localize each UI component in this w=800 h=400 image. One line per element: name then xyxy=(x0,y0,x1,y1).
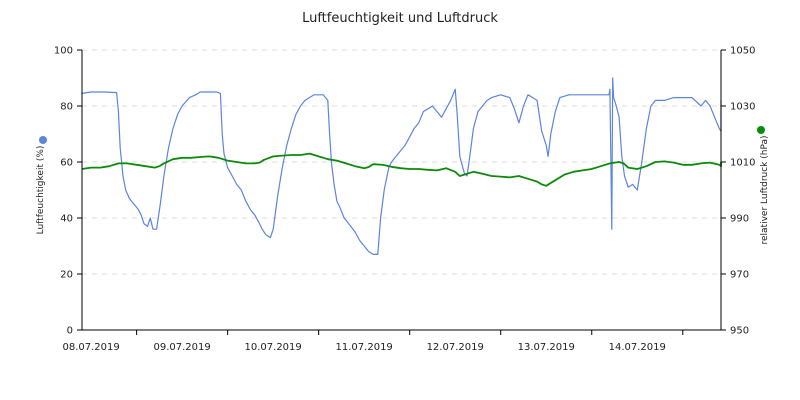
tick-labels: 0 20 40 60 80 100 950 970 990 1010 1030 1050 08.07.2… xyxy=(54,46,756,354)
y-right-tick-label: 1030 xyxy=(730,102,755,113)
y-axis-left-label: Luftfeuchtigkeit (%) xyxy=(36,146,46,235)
pressure-series-line[interactable] xyxy=(81,152,722,187)
x-tick-label: 13.07.2019 xyxy=(518,342,575,353)
x-tick-label: 11.07.2019 xyxy=(336,342,393,353)
axes xyxy=(77,49,726,335)
x-tick-label: 09.07.2019 xyxy=(153,342,210,353)
y-left-tick-label: 80 xyxy=(60,102,73,113)
data-series xyxy=(81,77,722,255)
chart-title: Luftfeuchtigkeit und Luftdruck xyxy=(302,11,498,26)
y-right-tick-label: 1050 xyxy=(730,46,755,57)
y-right-tick-label: 950 xyxy=(730,326,749,337)
pressure-legend-dot[interactable] xyxy=(757,126,765,134)
y-left-tick-label: 60 xyxy=(60,158,73,169)
gridlines xyxy=(82,49,721,275)
x-tick-label: 10.07.2019 xyxy=(245,342,302,353)
y-left-tick-label: 40 xyxy=(60,214,73,225)
y-right-tick-label: 1010 xyxy=(730,158,755,169)
y-left-tick-label: 20 xyxy=(60,270,73,281)
y-right-tick-label: 990 xyxy=(730,214,749,225)
y-left-tick-label: 0 xyxy=(67,326,73,337)
y-left-tick-label: 100 xyxy=(54,46,73,57)
x-tick-label: 08.07.2019 xyxy=(62,342,119,353)
y-right-tick-label: 970 xyxy=(730,270,749,281)
x-tick-label: 12.07.2019 xyxy=(427,342,484,353)
x-tick-label: 14.07.2019 xyxy=(609,342,666,353)
y-axis-right-label: relativer Luftdruck (hPa) xyxy=(760,135,770,244)
humidity-legend-dot[interactable] xyxy=(39,136,47,144)
humidity-series-line[interactable] xyxy=(81,77,722,255)
